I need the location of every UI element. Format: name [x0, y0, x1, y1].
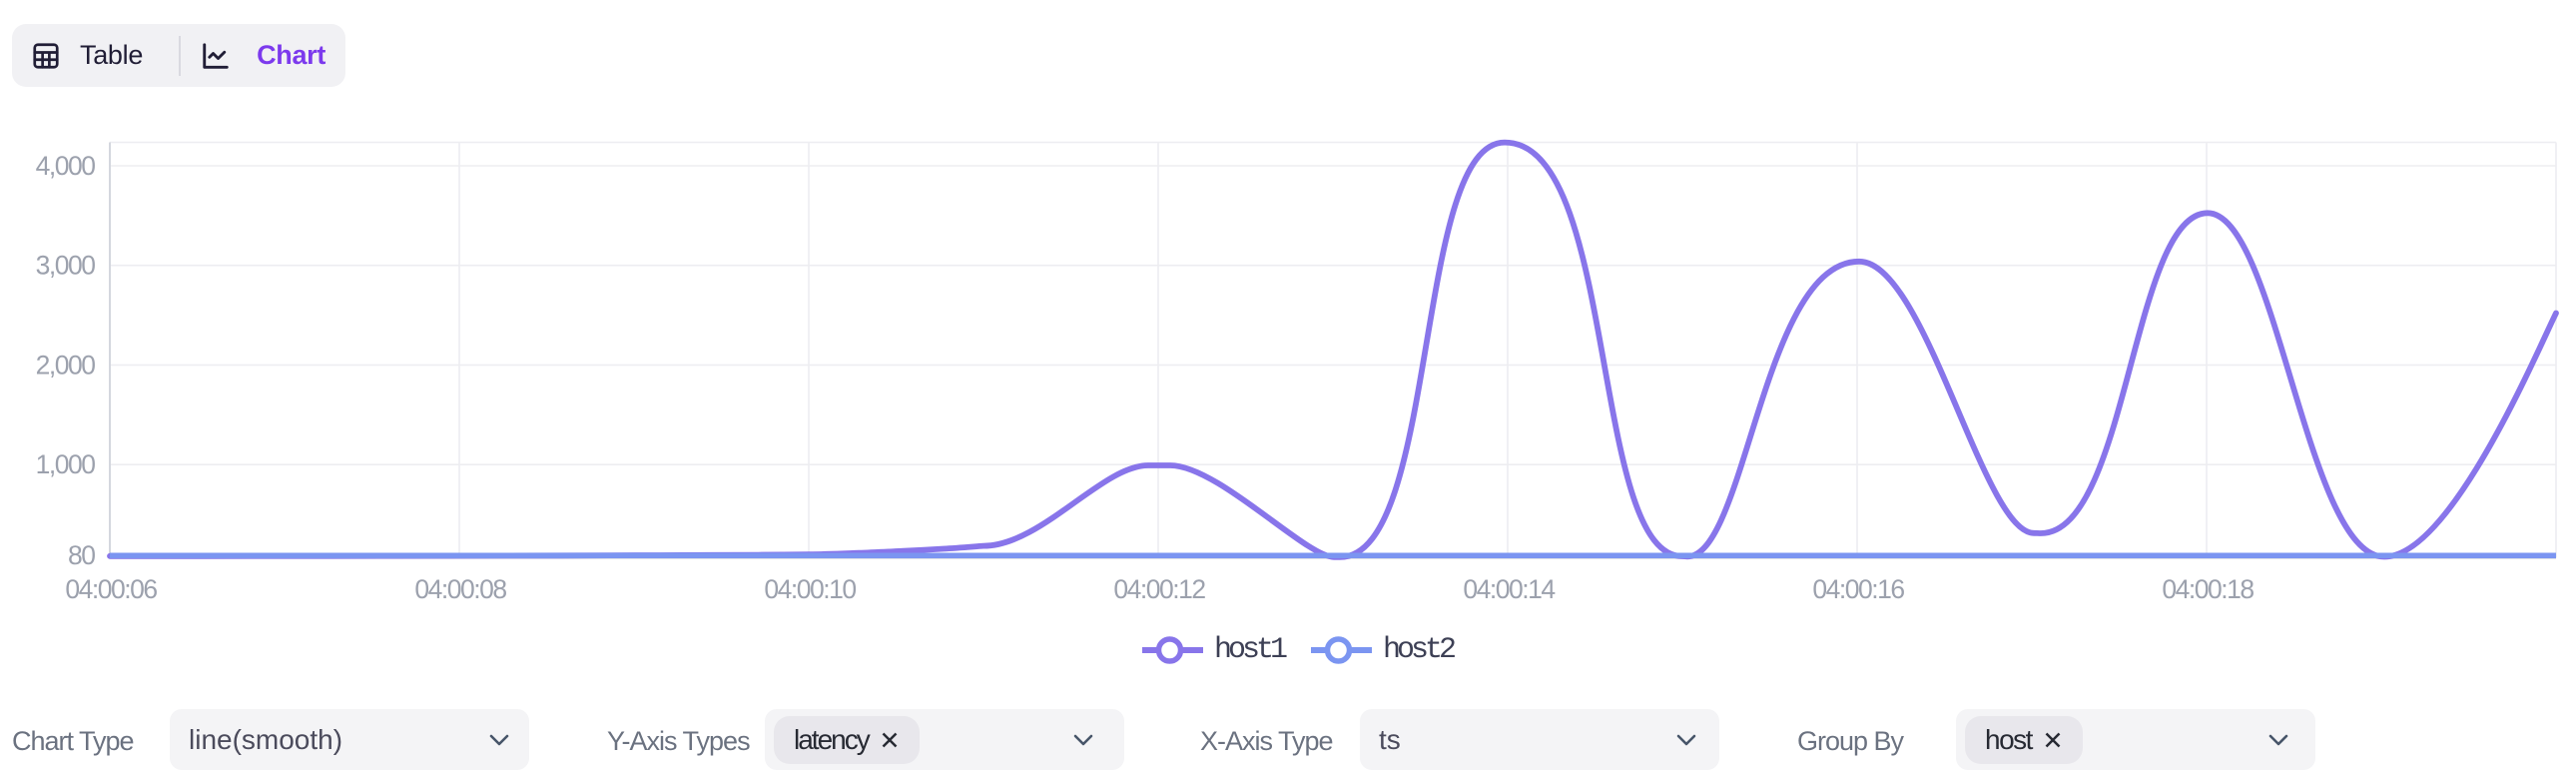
svg-text:2,000: 2,000 — [36, 351, 96, 381]
svg-text:04:00:14: 04:00:14 — [1463, 574, 1555, 604]
svg-text:3,000: 3,000 — [36, 251, 96, 281]
svg-text:4,000: 4,000 — [36, 151, 96, 181]
svg-text:04:00:08: 04:00:08 — [414, 574, 506, 604]
svg-text:04:00:18: 04:00:18 — [2162, 574, 2254, 604]
svg-text:80: 80 — [68, 540, 95, 570]
svg-text:04:00:12: 04:00:12 — [1113, 574, 1205, 604]
svg-text:04:00:16: 04:00:16 — [1812, 574, 1904, 604]
svg-text:04:00:06: 04:00:06 — [65, 574, 157, 604]
svg-text:1,000: 1,000 — [36, 449, 96, 479]
svg-text:04:00:10: 04:00:10 — [764, 574, 856, 604]
